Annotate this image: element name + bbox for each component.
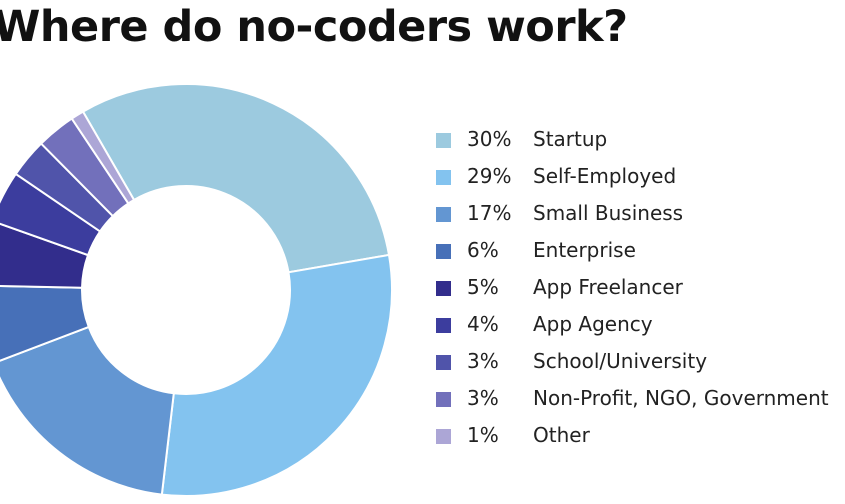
legend-swatch xyxy=(436,281,451,296)
legend-swatch xyxy=(436,429,451,444)
legend-swatch xyxy=(436,133,451,148)
legend-percent: 29% xyxy=(467,164,512,188)
legend-swatch xyxy=(436,392,451,407)
legend-percent: 3% xyxy=(467,386,499,410)
legend-percent: 3% xyxy=(467,349,499,373)
legend-label: Self-Employed xyxy=(533,164,677,188)
donut-slice-2 xyxy=(0,325,175,496)
legend-swatch xyxy=(436,170,451,185)
legend-label: Small Business xyxy=(533,201,684,225)
donut-slice-8 xyxy=(70,110,136,205)
legend-percent: 17% xyxy=(467,201,512,225)
legend-label: Non-Profit, NGO, Government xyxy=(533,386,829,410)
legend-swatch xyxy=(436,244,451,259)
legend-label: App Agency xyxy=(533,312,653,336)
legend-label: App Freelancer xyxy=(533,275,683,299)
legend-label: School/University xyxy=(533,349,708,373)
legend-percent: 6% xyxy=(467,238,499,262)
chart-title: Where do no-coders work? xyxy=(0,2,628,52)
legend-label: Enterprise xyxy=(533,238,636,262)
legend-label: Other xyxy=(533,423,590,447)
legend-swatch xyxy=(436,318,451,333)
donut-slice-0 xyxy=(81,83,391,274)
legend-percent: 1% xyxy=(467,423,499,447)
donut-slice-1 xyxy=(160,253,393,497)
legend-percent: 5% xyxy=(467,275,499,299)
donut-slice-3 xyxy=(0,285,91,362)
legend-swatch xyxy=(436,355,451,370)
legend-percent: 30% xyxy=(467,127,512,151)
legend-percent: 4% xyxy=(467,312,499,336)
donut-slice-4 xyxy=(0,222,90,289)
legend-swatch xyxy=(436,207,451,222)
legend-label: Startup xyxy=(533,127,608,151)
